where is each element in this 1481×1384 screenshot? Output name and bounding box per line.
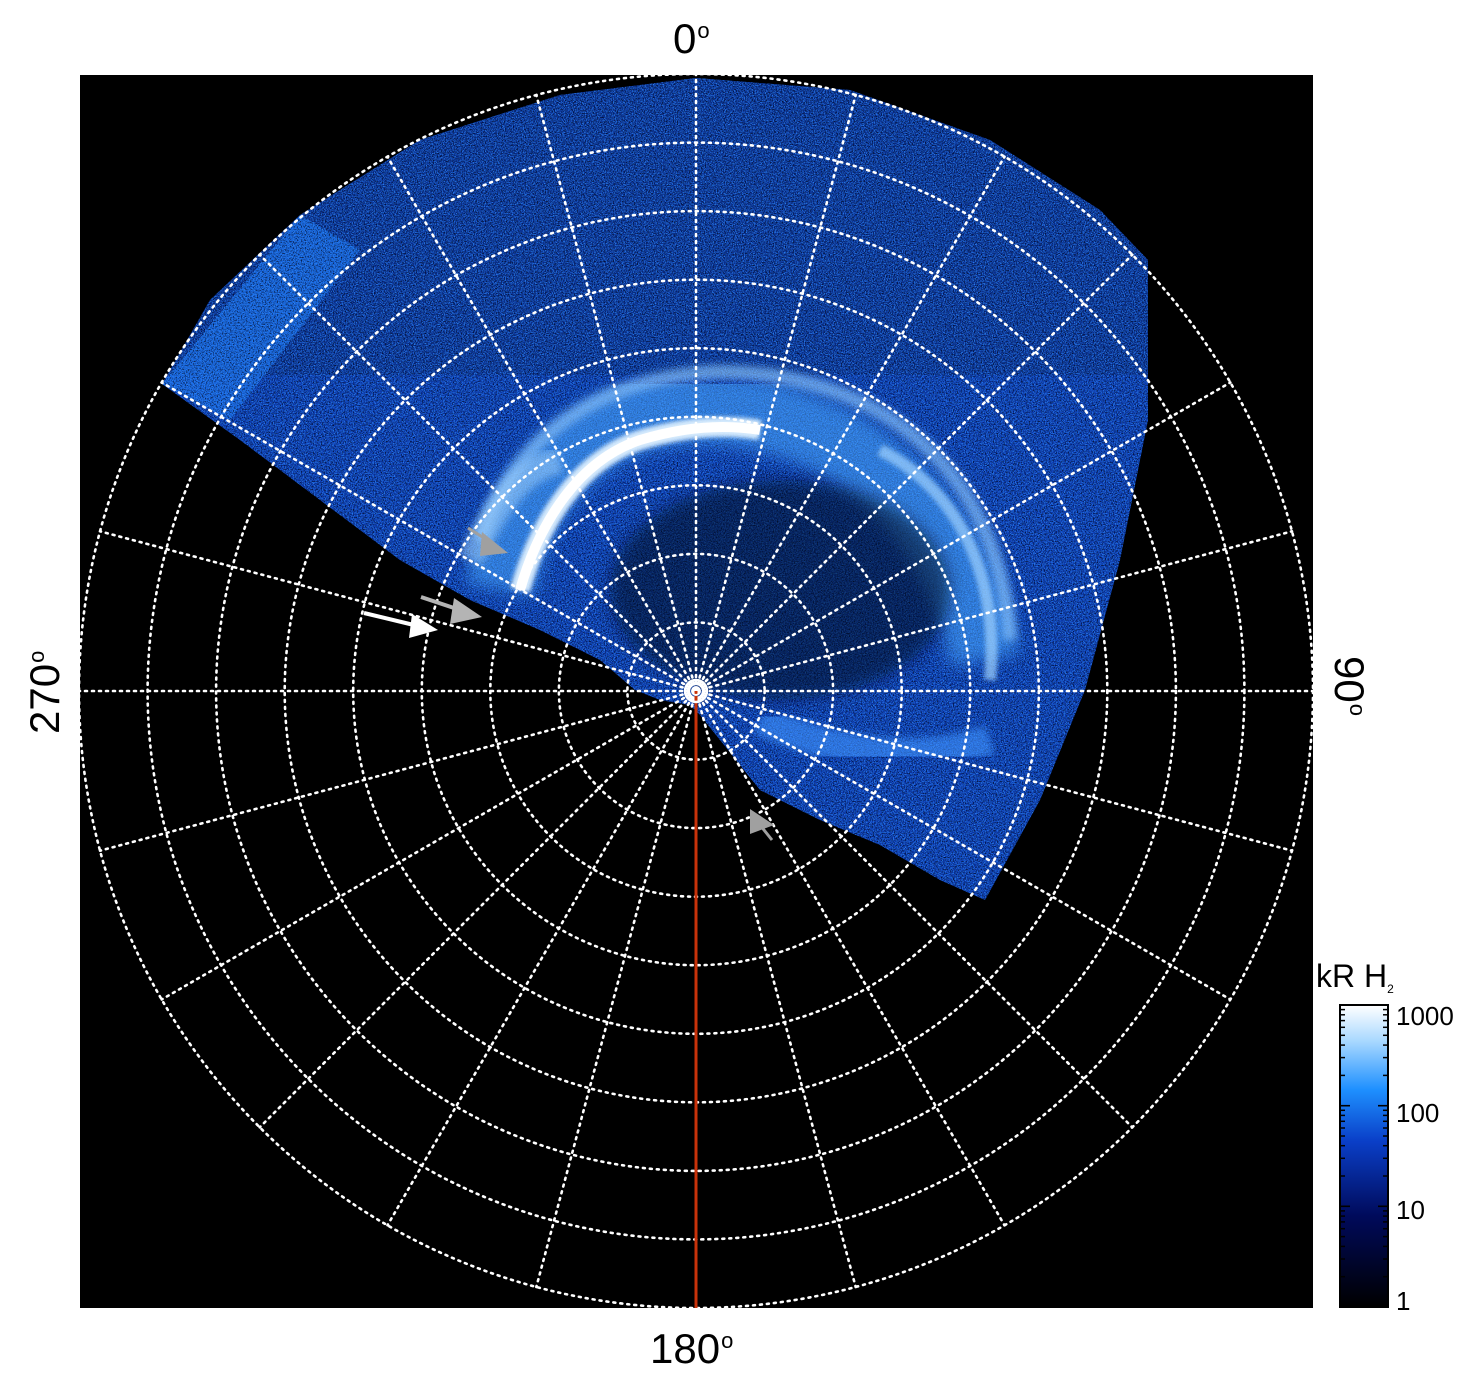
grid-spoke (258, 253, 698, 693)
colorbar-tick-label: 10 (1396, 1195, 1425, 1225)
arrow-white-icon (363, 611, 438, 638)
axis-label-bottom: 180o (650, 1325, 734, 1372)
colorbar-tick-label: 1 (1396, 1286, 1411, 1316)
arrow-gray-icon (420, 595, 482, 624)
grid-spoke (534, 689, 698, 1289)
grid-ring (214, 209, 1178, 1173)
grid-spoke (694, 381, 1232, 693)
colorbar (1339, 1004, 1389, 1308)
pole-marker-inner (691, 686, 701, 696)
grid-spoke (694, 689, 1006, 1227)
arrow-gray-lower-icon (750, 809, 774, 841)
grid-spoke (160, 689, 698, 1001)
grid-ring (557, 552, 835, 830)
axis-label-right: 90o (1326, 656, 1373, 716)
grid-spoke (258, 689, 698, 1129)
grid-spoke (694, 93, 858, 693)
axis-label-top: 0o (673, 15, 710, 62)
grid-spoke (98, 529, 698, 693)
grid-spoke (694, 253, 1134, 693)
axis-label-left: 270o (21, 650, 68, 734)
grid-spoke (534, 93, 698, 693)
grid-spoke (694, 689, 1294, 853)
arrow-gray-small-icon (467, 526, 508, 556)
colorbar-title: kR H2 (1316, 958, 1394, 996)
grid-spoke (694, 689, 1134, 1129)
colorbar-tick-label: 1000 (1396, 1001, 1454, 1031)
pole-marker (683, 678, 709, 704)
grid-spoke (694, 155, 1006, 693)
grid-spoke (386, 155, 698, 693)
grid-spoke (694, 689, 1232, 1001)
grid-spoke (694, 529, 1294, 693)
colorbar-tick-label: 100 (1396, 1098, 1440, 1128)
grid-spoke (386, 689, 698, 1227)
grid-spoke (98, 689, 698, 853)
colorbar-ticks (1340, 1004, 1388, 1308)
grid-spoke (694, 689, 858, 1289)
grid-spoke (160, 381, 698, 693)
